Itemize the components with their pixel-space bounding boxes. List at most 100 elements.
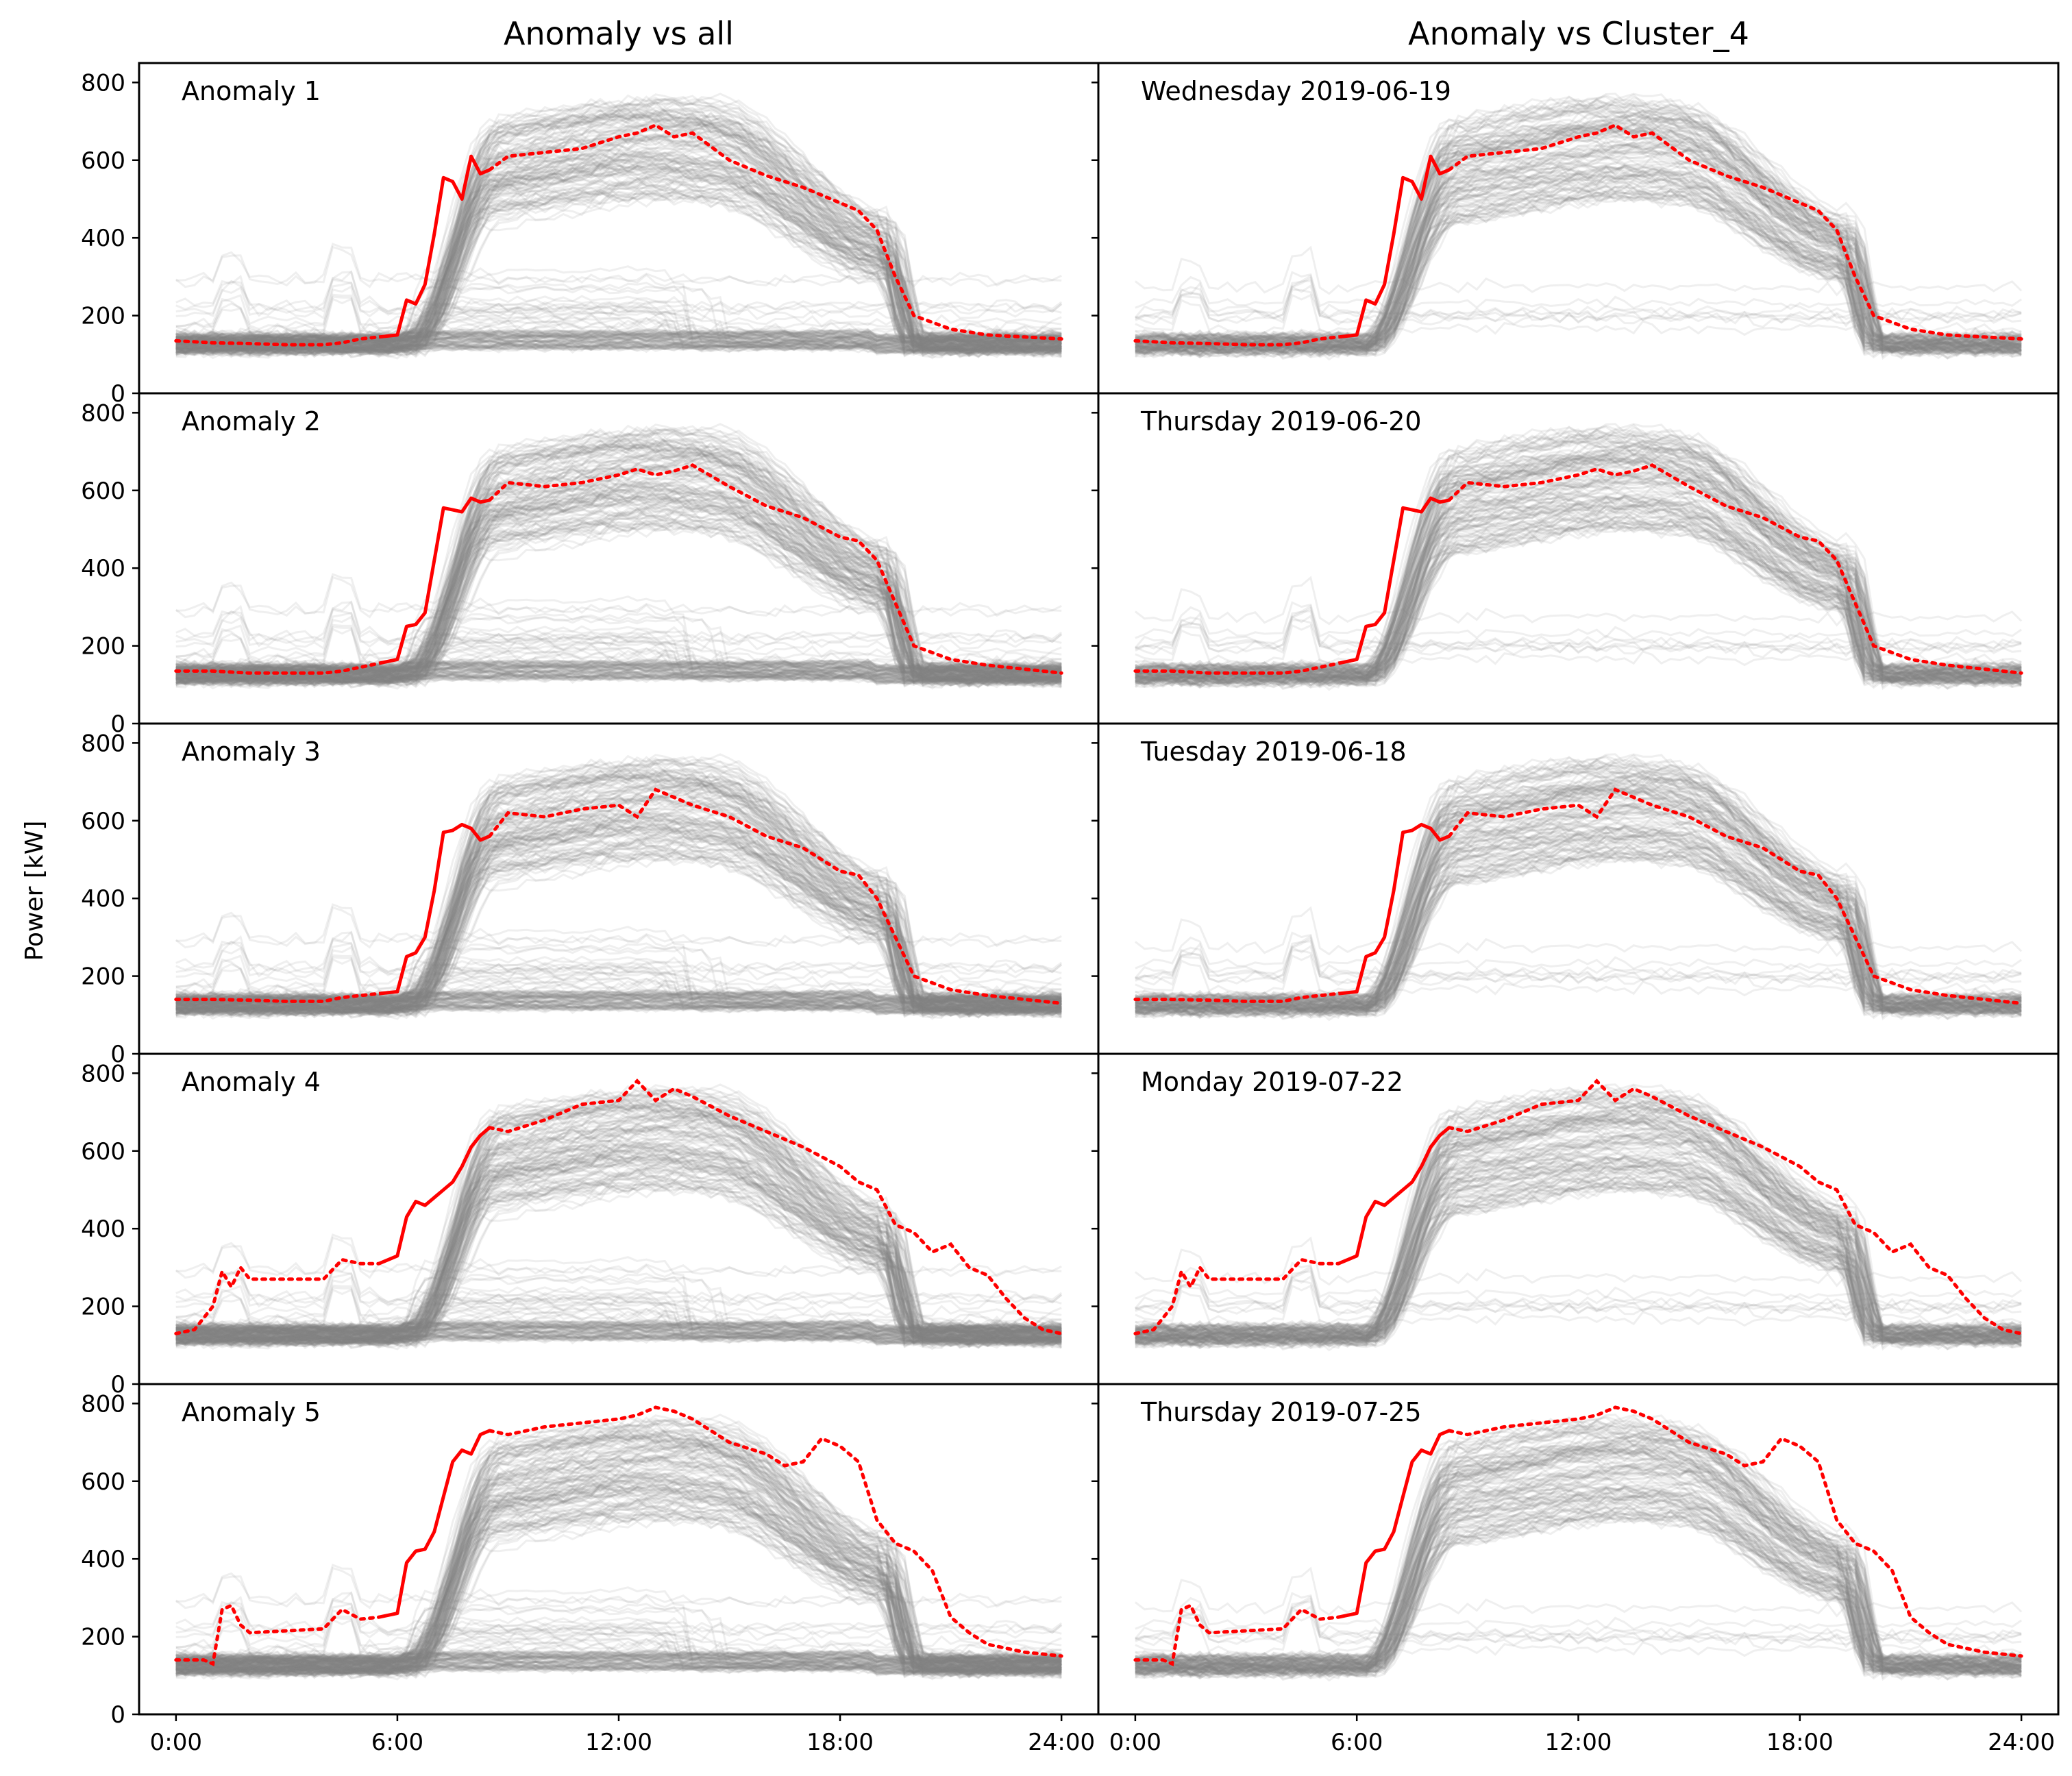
background-profile [1135,456,2022,681]
background-profile [1135,931,2022,971]
background-profile [1135,1100,2022,1339]
background-profile [175,333,1062,345]
anomaly-line-observed [378,1429,491,1619]
background-profile [1135,1181,2022,1344]
anomaly-line-predicted-early [1133,991,1340,1003]
background-profile [175,343,1062,358]
background-profile [175,308,1062,349]
background-profile [175,995,1062,1009]
background-profile [175,791,1062,1018]
background-profile [1135,432,2023,676]
background-profile [1135,780,2022,1002]
background-profile [1135,1165,2022,1350]
background-profile [175,332,1062,345]
background-profile [175,1510,1062,1668]
background-profile [1135,1274,2022,1319]
background-profile [175,1114,1062,1335]
background-profile [175,1509,1062,1673]
background-profile [1135,1420,2022,1667]
background-profile [1134,1485,2022,1675]
background-profile [175,848,1062,1005]
background-profile [1135,775,2022,1020]
background-profile [175,674,1062,687]
background-profile [1135,1261,2022,1301]
x-tick-label: 0:00 [1109,1729,1161,1756]
background-profile [1134,190,2022,358]
background-profile [1135,125,2022,343]
background-profile [175,1331,1062,1344]
background-profile [175,830,1062,1007]
background-profile [1135,1089,2022,1344]
background-profile [175,1333,1062,1346]
background-profile [1135,825,2022,1015]
background-profile [175,1100,1062,1338]
background-profile [1134,935,2022,979]
background-profile [175,837,1062,1010]
background-profile [175,1320,1062,1335]
background-profile [1135,449,2022,672]
y-tick-label: 400 [81,225,125,252]
background-profile [175,295,1062,336]
background-profile [175,1498,1062,1670]
background-profile [175,659,1062,670]
background-profile [175,778,1062,1003]
background-profile [175,808,1063,1015]
background-profile [175,336,1062,349]
background-profile [175,1322,1062,1336]
background-profile [175,830,1062,1014]
background-profile [175,661,1062,676]
background-profile [175,1422,1062,1666]
background-profile [1135,824,2022,1007]
background-profile [1135,439,2022,690]
background-profile [175,329,1062,343]
background-profile [1135,1435,2022,1680]
background-profile [1135,94,2022,345]
background-profile [175,110,1062,347]
background-profile [175,108,1062,358]
background-profile [175,776,1062,1009]
background-profile [175,673,1062,687]
background-profile [175,1424,1062,1664]
background-profile [175,459,1062,678]
background-profile [175,442,1062,682]
background-profile [175,484,1062,689]
background-profile [1135,178,2022,359]
background-profile [175,823,1062,1009]
background-profile [175,332,1062,347]
background-profile [175,633,1062,682]
background-profile [175,344,1062,356]
background-profile [175,1494,1062,1666]
background-profile [175,1160,1062,1337]
background-profile [175,670,1062,684]
background-profile [175,304,1062,352]
background-profile [175,338,1062,352]
background-profile [175,338,1062,352]
background-profile [175,264,1062,350]
background-profile [175,1654,1062,1668]
background-profile [175,453,1062,671]
background-profile [175,824,1062,1002]
background-profile [175,1318,1062,1330]
background-profile [1135,851,2022,1013]
background-profile [175,1457,1063,1669]
background-profile [1135,1597,2022,1645]
background-profile [175,1269,1063,1308]
background-profile [175,1088,1062,1345]
background-profile [1135,1132,2022,1349]
background-profile [1135,1161,2022,1346]
x-tick-label: 0:00 [150,1729,202,1756]
background-profile [1135,1457,2022,1679]
background-profile [175,1431,1062,1678]
background-profile [1135,786,2023,1010]
background-profile [175,1331,1062,1344]
background-profile [1135,1131,2022,1342]
background-profile [175,1179,1062,1349]
background-profile [1135,1605,2022,1649]
background-profile [175,1332,1062,1347]
background-profile [1135,826,2022,1011]
background-profile [175,118,1062,343]
background-profile [175,164,1062,342]
y-tick-label: 600 [81,147,125,175]
anomaly-line-observed [1338,822,1450,996]
background-profile [1135,814,2022,1015]
